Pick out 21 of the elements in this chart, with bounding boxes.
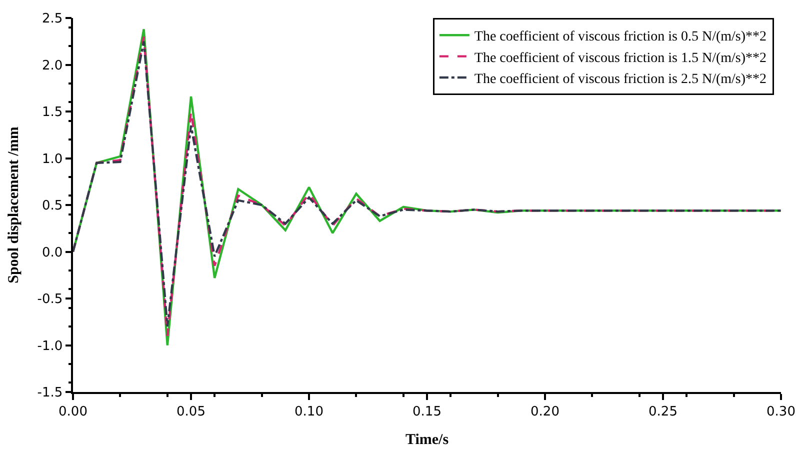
y-tick-label: 0.5: [42, 198, 63, 214]
x-tick-label: 0.20: [530, 404, 560, 420]
y-axis-title: Spool displacement /mm: [6, 126, 22, 284]
legend-label: The coefficient of viscous friction is 2.5 N/(m/s)**2: [474, 72, 767, 87]
x-tick-label: 0.05: [176, 404, 206, 420]
x-tick-label: 0.10: [294, 404, 324, 420]
x-tick-label: 0.30: [766, 404, 796, 420]
legend-label: The coefficient of viscous friction is 0.5 N/(m/s)**2: [474, 30, 767, 45]
x-tick-label: 0.00: [58, 404, 88, 420]
y-tick-label: 1.0: [42, 152, 63, 167]
y-tick-label: 2.0: [42, 58, 63, 74]
x-tick-label: 0.15: [412, 404, 442, 420]
y-tick-label: 0.0: [42, 245, 63, 260]
x-axis-title: Time/s: [405, 432, 449, 448]
y-tick-label: -0.5: [37, 292, 63, 308]
legend-label: The coefficient of viscous friction is 1.5 N/(m/s)**2: [474, 50, 767, 66]
y-tick-label: -1.0: [37, 338, 63, 354]
y-tick-label: 1.5: [42, 105, 63, 120]
y-tick-label: -1.5: [37, 386, 63, 401]
y-tick-label: 2.5: [42, 12, 63, 27]
x-tick-label: 0.25: [648, 404, 678, 420]
